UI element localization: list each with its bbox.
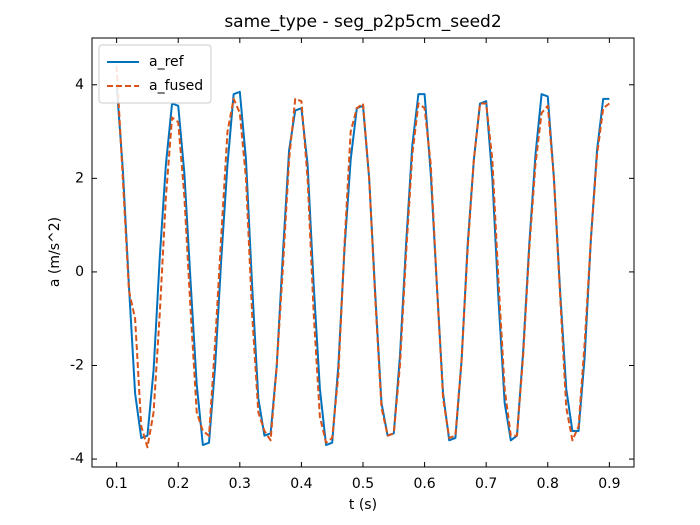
- legend-box: [98, 44, 212, 104]
- chart-title: same_type - seg_p2p5cm_seed2: [224, 12, 501, 32]
- x-tick-label: 0.9: [598, 476, 620, 492]
- legend-label: a_fused: [149, 78, 203, 94]
- x-tick-label: 0.4: [290, 476, 312, 492]
- x-tick-label: 0.2: [167, 476, 189, 492]
- y-tick-label: -2: [70, 357, 84, 373]
- y-tick-label: 4: [75, 77, 84, 93]
- x-axis-label: t (s): [349, 497, 377, 513]
- x-tick-label: 0.7: [475, 476, 497, 492]
- line-series: [115, 66, 610, 449]
- y-tick-label: -4: [70, 451, 84, 467]
- x-tick-label: 0.3: [229, 476, 251, 492]
- y-tick-label: 0: [75, 264, 84, 280]
- legend-label: a_ref: [149, 54, 185, 70]
- x-tick-label: 0.6: [413, 476, 435, 492]
- plot-frame: [91, 37, 635, 468]
- y-tick-label: 2: [75, 170, 84, 186]
- x-tick-label: 0.1: [106, 476, 128, 492]
- y-axis-label: a (m/s^2): [47, 217, 63, 287]
- x-tick-label: 0.5: [352, 476, 374, 492]
- x-tick-label: 0.8: [537, 476, 559, 492]
